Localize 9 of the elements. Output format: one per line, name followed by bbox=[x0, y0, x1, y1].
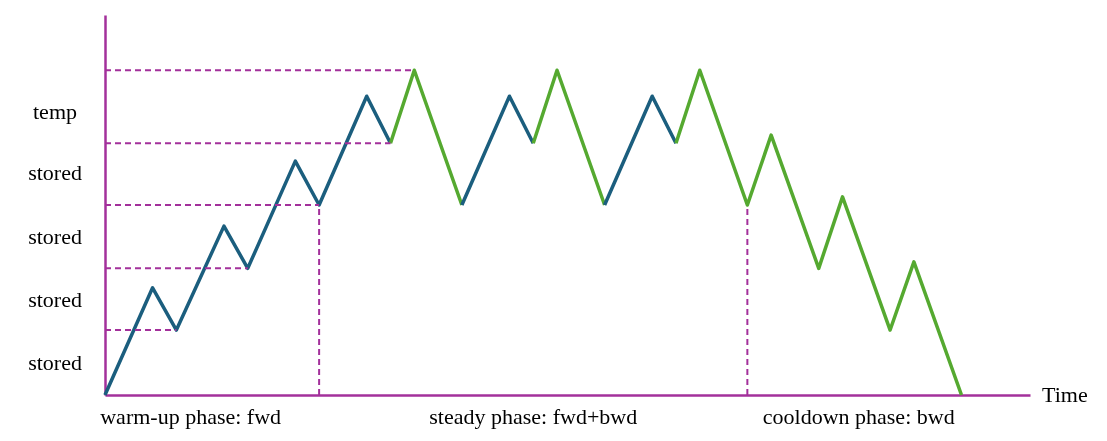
text: cooldown phase: bwd bbox=[762, 404, 955, 429]
text: stored bbox=[28, 287, 82, 312]
text: stored bbox=[28, 350, 82, 376]
text: stored bbox=[28, 223, 82, 249]
text: stored bbox=[28, 160, 82, 186]
text: warm-up phase: fwd bbox=[100, 404, 282, 429]
text: steady phase: fwd+bwd bbox=[429, 404, 638, 429]
text: temp bbox=[33, 99, 77, 125]
x-axis-title: Time bbox=[1042, 382, 1088, 407]
